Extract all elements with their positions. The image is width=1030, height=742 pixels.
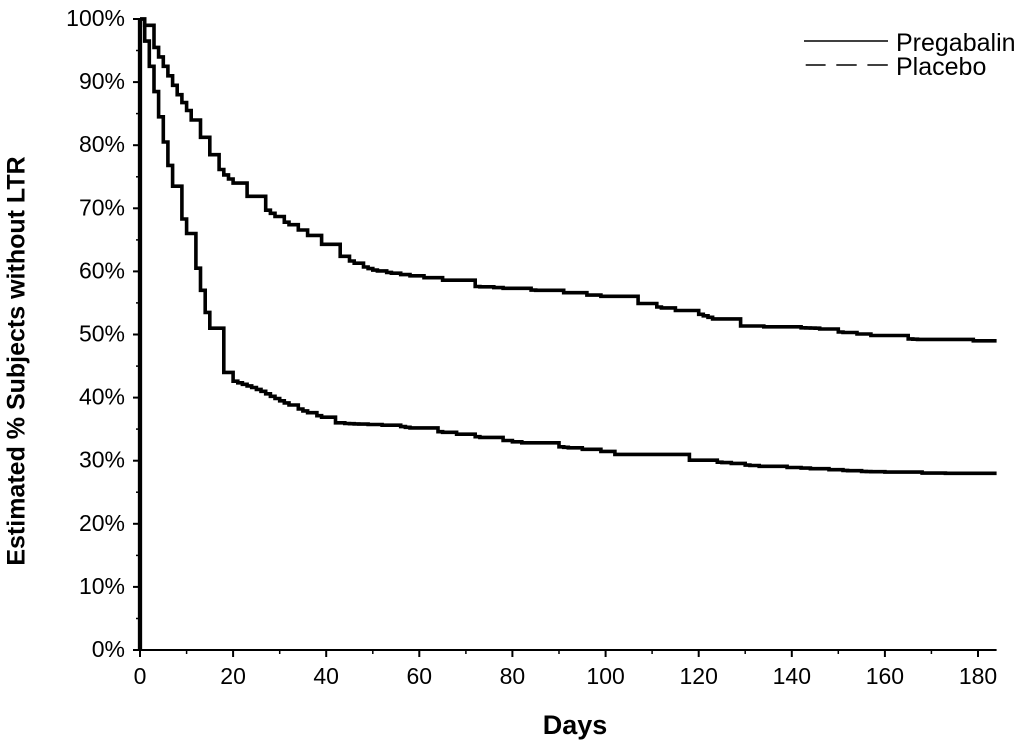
svg-text:Placebo: Placebo — [896, 53, 986, 81]
